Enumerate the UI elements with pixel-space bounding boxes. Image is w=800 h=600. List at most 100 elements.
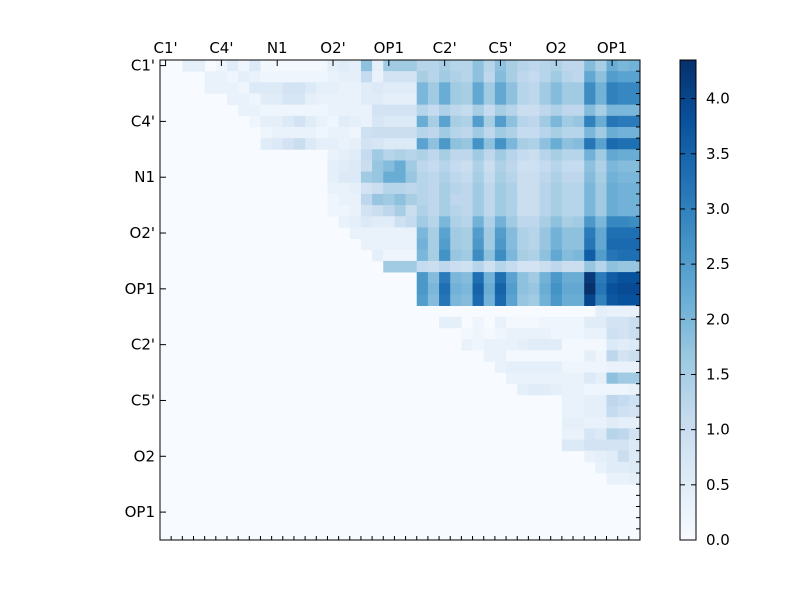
heatmap-cell — [595, 205, 607, 217]
heatmap-cell — [360, 126, 373, 139]
heatmap-cell — [439, 182, 451, 195]
heatmap-cell — [539, 327, 552, 340]
heatmap-cell — [606, 406, 619, 418]
heatmap-cell — [617, 417, 630, 429]
heatmap-cell — [628, 327, 641, 340]
heatmap-cell — [628, 428, 641, 440]
heatmap-cell — [282, 138, 295, 150]
heatmap-cell — [461, 160, 473, 173]
heatmap-cell — [617, 361, 630, 373]
heatmap-cell — [483, 193, 496, 206]
heatmap-cell — [316, 104, 328, 117]
heatmap-cell — [372, 138, 384, 150]
heatmap-cell — [595, 238, 607, 251]
heatmap-cell — [617, 193, 630, 206]
heatmap-cell — [305, 60, 317, 72]
heatmap-cell — [383, 71, 395, 83]
heatmap-cell — [461, 138, 473, 150]
heatmap-cell — [450, 227, 462, 239]
heatmap-cell — [506, 260, 518, 273]
heatmap-cell — [439, 316, 451, 329]
heatmap-cell — [584, 428, 596, 440]
heatmap-cell — [494, 350, 507, 362]
heatmap-cell — [550, 260, 563, 273]
heatmap-cell — [528, 316, 540, 329]
heatmap-cell — [472, 249, 485, 262]
heatmap-cell — [561, 394, 574, 407]
heatmap-cell — [595, 260, 607, 273]
heatmap-cell — [271, 138, 284, 150]
heatmap-cell — [494, 238, 507, 251]
heatmap-cell — [427, 149, 440, 161]
y-tick-label: O2 — [134, 447, 155, 465]
heatmap-cell — [628, 227, 641, 239]
heatmap-cell — [528, 171, 540, 184]
heatmap-cell — [550, 126, 563, 139]
heatmap-cell — [573, 383, 585, 396]
heatmap-cell — [472, 115, 485, 128]
heatmap-cell — [383, 160, 395, 173]
heatmap-cell — [494, 71, 507, 83]
heatmap-cell — [517, 205, 529, 217]
heatmap-cell — [617, 138, 630, 150]
x-tick-label: OP1 — [597, 39, 627, 57]
heatmap-cell — [595, 294, 607, 306]
heatmap-cell — [606, 417, 619, 429]
heatmap-cell — [439, 149, 451, 161]
y-tick-label: C5' — [131, 391, 155, 409]
heatmap-cell — [595, 361, 607, 373]
heatmap-cell — [561, 417, 574, 429]
heatmap-cell — [372, 216, 384, 228]
heatmap-cell — [282, 126, 295, 139]
heatmap-cell — [383, 182, 395, 195]
heatmap-cell — [494, 249, 507, 262]
heatmap-cell — [394, 115, 406, 128]
heatmap-cell — [584, 249, 596, 262]
heatmap-cell — [528, 238, 540, 251]
heatmap-cell — [416, 193, 429, 206]
heatmap-cell — [483, 283, 496, 295]
heatmap-cell — [472, 138, 485, 150]
heatmap-cell — [260, 115, 273, 128]
heatmap-cell — [606, 339, 619, 351]
heatmap-cell — [561, 205, 574, 217]
heatmap-cell — [349, 82, 362, 94]
heatmap-cell — [561, 327, 574, 340]
heatmap-cell — [282, 60, 295, 72]
plot-frame — [159, 59, 641, 541]
heatmap-cell — [416, 138, 429, 150]
heatmap-cell — [461, 216, 473, 228]
heatmap-cell — [427, 216, 440, 228]
heatmap-cell — [483, 227, 496, 239]
heatmap-cell — [461, 260, 473, 273]
heatmap-cell — [483, 294, 496, 306]
heatmap-cell — [517, 227, 529, 239]
heatmap-cell — [383, 138, 395, 150]
heatmap-cell — [550, 339, 563, 351]
heatmap-cell — [494, 93, 507, 106]
heatmap-cell — [561, 104, 574, 117]
heatmap-cell — [249, 93, 261, 106]
heatmap-cell — [293, 138, 306, 150]
heatmap-cell — [595, 450, 607, 463]
heatmap-cell — [260, 104, 273, 117]
heatmap-cell — [450, 160, 462, 173]
heatmap-cell — [360, 104, 373, 117]
heatmap-cell — [550, 193, 563, 206]
heatmap-cell — [595, 126, 607, 139]
heatmap-cell — [617, 260, 630, 273]
heatmap-cell — [617, 272, 630, 284]
heatmap-cell — [584, 149, 596, 161]
heatmap-cell — [528, 205, 540, 217]
heatmap-cell — [372, 160, 384, 173]
y-tick-label: N1 — [134, 168, 155, 186]
heatmap-cell — [617, 216, 630, 228]
heatmap-cell — [628, 93, 641, 106]
heatmap-cell — [405, 238, 418, 251]
heatmap-cell — [472, 205, 485, 217]
heatmap-cell — [606, 260, 619, 273]
heatmap-cell — [517, 71, 529, 83]
heatmap-cell — [472, 182, 485, 195]
heatmap-cell — [416, 216, 429, 228]
